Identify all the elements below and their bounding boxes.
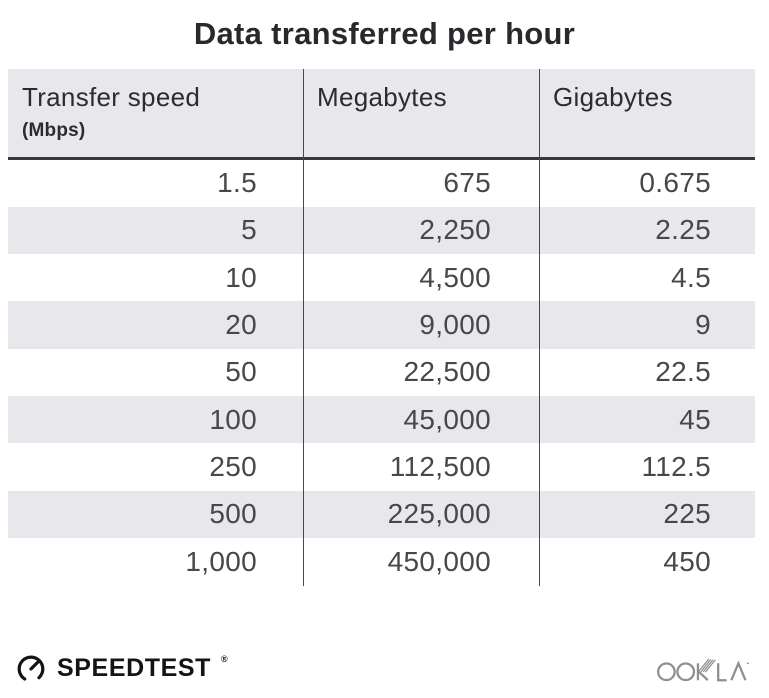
speedtest-gauge-icon [17,655,45,683]
cell-megabytes: 22,500 [403,356,491,388]
table-row: 1,000 450,000 450 [8,538,755,586]
table-row: 500 225,000 225 [8,490,755,539]
header-divider-line [8,157,755,160]
speedtest-wordmark: SPEEDTEST [57,653,212,682]
column-header-gigabytes: Gigabytes [539,69,755,157]
cell-megabytes: 112,500 [389,451,491,483]
cell-gigabytes: 225 [663,498,711,530]
table-row: 10 4,500 4.5 [8,254,755,302]
table-row: 20 9,000 9 [8,301,755,349]
table-body: 1.5 675 0.675 5 2,250 2.25 10 4,500 4.5 … [8,159,755,586]
table-row: 250 112,500 112.5 [8,443,755,491]
column-header-gigabytes-label: Gigabytes [553,82,673,112]
cell-gigabytes: 45 [679,403,711,435]
cell-megabytes: 2,250 [419,214,491,246]
column-divider-2 [538,69,540,586]
cell-megabytes: 4,500 [419,261,491,293]
cell-megabytes: 450,000 [387,545,491,577]
cell-gigabytes: 22.5 [655,356,711,388]
cell-megabytes: 225,000 [387,498,491,530]
cell-gigabytes: 112.5 [641,451,711,483]
speedtest-logo: SPEEDTEST ® [14,651,228,685]
column-divider-1 [302,69,304,586]
cell-gigabytes: 450 [663,545,711,577]
table-header-row: Transfer speed (Mbps) Megabytes Gigabyte… [8,69,755,157]
cell-transfer-speed: 1,000 [185,545,257,577]
table-row: 50 22,500 22.5 [8,348,755,397]
data-table: Transfer speed (Mbps) Megabytes Gigabyte… [8,69,755,586]
cell-transfer-speed: 10 [225,261,257,293]
cell-transfer-speed: 500 [209,498,257,530]
column-header-megabytes: Megabytes [303,69,539,157]
cell-megabytes: 675 [443,167,491,199]
page-title: Data transferred per hour [193,16,576,51]
cell-gigabytes: 2.25 [655,214,711,246]
registered-mark-icon: ® [221,654,228,664]
cell-transfer-speed: 100 [209,403,257,435]
cell-transfer-speed: 20 [225,309,257,341]
cell-transfer-speed: 250 [209,451,257,483]
cell-gigabytes: 9 [695,309,711,341]
ookla-wordmark-icon [656,658,749,682]
table-row: 100 45,000 45 [8,396,755,444]
cell-transfer-speed: 5 [241,214,257,246]
footer: SPEEDTEST ® OOKLA [14,648,755,688]
ookla-logo: OOKLA [655,652,755,684]
cell-megabytes: 45,000 [403,403,491,435]
cell-gigabytes: 0.675 [639,167,711,199]
column-header-transfer-speed-label: Transfer speed [22,82,201,112]
column-header-transfer-speed-unit: (Mbps) [22,120,86,141]
column-header-transfer-speed: Transfer speed (Mbps) [8,69,303,157]
cell-transfer-speed: 50 [225,356,257,388]
cell-gigabytes: 4.5 [671,261,711,293]
table-row: 5 2,250 2.25 [8,206,755,255]
cell-megabytes: 9,000 [419,309,491,341]
table-row: 1.5 675 0.675 [8,159,755,207]
column-header-megabytes-label: Megabytes [317,82,447,112]
cell-transfer-speed: 1.5 [217,167,257,199]
